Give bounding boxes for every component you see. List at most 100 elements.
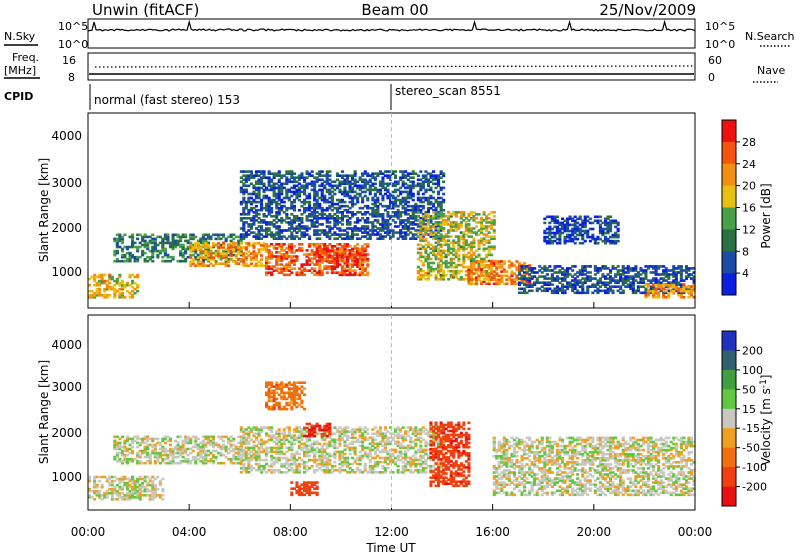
heatmap-cell [588, 235, 592, 239]
heatmap-cell [419, 253, 423, 257]
heatmap-cell [340, 259, 344, 263]
heatmap-cell [449, 259, 453, 263]
heatmap-cell [265, 265, 269, 268]
heatmap-cell [262, 242, 266, 245]
heatmap-cell [88, 283, 92, 287]
heatmap-cell [373, 208, 377, 212]
heatmap-cell [260, 176, 264, 179]
heatmap-cell [328, 267, 332, 270]
heatmap-cell [391, 200, 395, 204]
heatmap-cell [563, 229, 567, 233]
heatmap-cell [196, 445, 200, 449]
heatmap-cell [657, 281, 661, 284]
heatmap-cell [244, 428, 248, 431]
heatmap-cell [389, 206, 393, 210]
heatmap-cell [480, 260, 484, 263]
heatmap-cell [467, 273, 471, 277]
heatmap-cell [156, 451, 160, 455]
heatmap-cell [320, 174, 324, 177]
heatmap-cell [133, 259, 137, 263]
heatmap-cell [254, 213, 258, 216]
heatmap-cell [131, 459, 135, 463]
heatmap-cell [351, 231, 355, 234]
heatmap-cell [469, 267, 473, 271]
heatmap-cell [280, 253, 284, 256]
heatmap-cell [335, 237, 339, 240]
heatmap-cell [394, 174, 398, 177]
heatmap-cell [346, 194, 350, 198]
heatmap-cell [254, 258, 258, 261]
heatmap-cell [421, 186, 425, 190]
heatmap-cell [315, 206, 319, 210]
heatmap-cell [123, 259, 127, 263]
heatmap-cell [548, 239, 552, 243]
heatmap-cell [480, 227, 484, 230]
heatmap-cell [222, 249, 226, 253]
heatmap-cell [437, 247, 441, 251]
heatmap-cell [131, 494, 135, 497]
heatmap-cell [242, 450, 246, 454]
heatmap-cell [224, 254, 228, 257]
heatmap-cell [206, 241, 210, 245]
heatmap-cell [219, 451, 223, 455]
heatmap-cell [421, 200, 425, 204]
heatmap-cell [237, 262, 241, 265]
heatmap-cell [303, 269, 307, 272]
heatmap-cell [669, 283, 673, 287]
heatmap-cell [244, 200, 248, 204]
heatmap-cell [280, 182, 284, 186]
heatmap-cell [163, 247, 167, 251]
heatmap-cell [381, 223, 385, 226]
heatmap-cell [507, 266, 511, 269]
heatmap-cell [229, 435, 233, 439]
heatmap-cell [239, 435, 243, 439]
heatmap-cell [586, 233, 590, 237]
heatmap-cell [257, 190, 261, 194]
heatmap-cell [313, 176, 317, 179]
heatmap-cell [143, 259, 147, 263]
heatmap-cell [464, 223, 468, 226]
heatmap-cell [267, 176, 271, 179]
heatmap-cell [201, 264, 205, 267]
heatmap-cell [401, 184, 405, 188]
heatmap-cell [682, 289, 686, 293]
heatmap-cell [487, 225, 491, 228]
heatmap-cell [156, 249, 160, 253]
heatmap-cell [482, 247, 486, 251]
heatmap-cell [343, 190, 347, 194]
heatmap-cell [373, 233, 377, 236]
heatmap-cell [545, 231, 549, 235]
heatmap-cell [386, 219, 390, 222]
heatmap-cell [604, 267, 608, 270]
heatmap-cell [490, 266, 494, 269]
heatmap-cell [194, 251, 198, 255]
heatmap-cell [391, 172, 395, 175]
heatmap-cell [254, 194, 258, 198]
heatmap-cell [386, 174, 390, 177]
heatmap-cell [469, 271, 473, 275]
heatmap-cell [467, 229, 471, 232]
heatmap-cell [328, 259, 332, 263]
heatmap-cell [237, 239, 241, 243]
power-ylabel: Slant Range [km] [37, 158, 51, 262]
heatmap-cell [346, 215, 350, 218]
heatmap-cell [487, 231, 491, 234]
heatmap-cell [123, 449, 127, 453]
heatmap-cell [356, 227, 360, 230]
heatmap-cell [310, 213, 314, 216]
heatmap-cell [257, 225, 261, 228]
heatmap-cell [573, 237, 577, 241]
heatmap-cell [378, 233, 382, 236]
heatmap-cell [419, 186, 423, 190]
heatmap-cell [211, 461, 215, 465]
heatmap-cell [105, 285, 109, 289]
heatmap-cell [416, 251, 420, 255]
heatmap-cell [674, 279, 678, 282]
heatmap-cell [115, 453, 119, 457]
heatmap-cell [128, 296, 132, 299]
heatmap-cell [424, 255, 428, 259]
heatmap-cell [118, 496, 122, 499]
heatmap-cell [426, 206, 430, 210]
heatmap-cell [320, 190, 324, 194]
heatmap-cell [211, 459, 215, 463]
